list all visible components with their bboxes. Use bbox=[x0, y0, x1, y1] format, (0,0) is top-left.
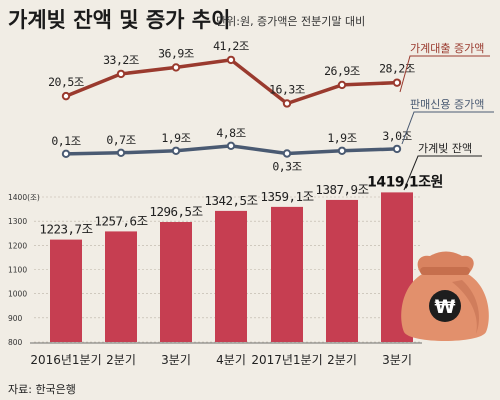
debt-bar-label: 1296,5조 bbox=[149, 204, 202, 219]
credit-increase-point bbox=[116, 148, 126, 158]
credit-increase-point bbox=[337, 146, 347, 155]
y-tick-label: 1400(조) bbox=[8, 193, 40, 202]
credit-increase-label: 0,1조 bbox=[51, 134, 80, 148]
y-tick-label: 1200 bbox=[8, 241, 27, 250]
svg-text:₩: ₩ bbox=[435, 296, 456, 318]
x-tick-label: 2016년1분기 bbox=[30, 353, 101, 367]
x-tick-label: 2분기 bbox=[327, 353, 357, 367]
legend-credit-increase-leader bbox=[401, 111, 494, 145]
loan-increase-label: 16,3조 bbox=[269, 82, 305, 96]
credit-increase-label: 4,8조 bbox=[216, 126, 245, 140]
y-tick-label: 1300 bbox=[8, 217, 27, 226]
debt-bar bbox=[50, 239, 82, 342]
debt-bar bbox=[215, 210, 247, 342]
loan-increase-label: 26,9조 bbox=[324, 64, 360, 78]
debt-bar-label: 1419,1조원 bbox=[367, 174, 443, 190]
x-tick-label: 3분기 bbox=[382, 353, 412, 367]
debt-bar-label: 1359,1조 bbox=[260, 189, 313, 204]
chart-subtitle: 단위:원, 증가액은 전분기말 대비 bbox=[216, 15, 365, 28]
debt-bar bbox=[160, 222, 192, 342]
loan-increase-point bbox=[61, 91, 71, 101]
loan-increase-point bbox=[226, 55, 236, 65]
loan-increase-point bbox=[282, 99, 292, 108]
credit-increase-label: 3,0조 bbox=[382, 129, 411, 143]
loan-increase-label: 36,9조 bbox=[158, 46, 194, 60]
loan-increase-point bbox=[171, 63, 181, 72]
debt-bar bbox=[105, 231, 137, 342]
credit-increase-point bbox=[392, 144, 402, 154]
y-tick-label: 800 bbox=[8, 338, 23, 347]
y-tick-label: 1100 bbox=[8, 266, 27, 275]
y-tick-label: 900 bbox=[8, 314, 23, 323]
legend-household-debt: 가계빚 잔액 bbox=[418, 142, 472, 155]
source-note: 자료: 한국은행 bbox=[8, 383, 76, 396]
bar-chart: 1400(조) 1300 1200 1100 1000 900 800 1223,7조1257… bbox=[8, 174, 443, 367]
credit-increase-point bbox=[282, 149, 292, 158]
loan-increase-label: 41,2조 bbox=[213, 39, 249, 53]
loan-increase-point bbox=[116, 69, 126, 79]
loan-increase-label: 20,5조 bbox=[48, 75, 84, 89]
line-chart: 20,5조 33,2조 36,9조 41,2조 16,3조 26,9조 28,2조 0,1조 0… bbox=[48, 39, 494, 191]
chart-title: 가계빚 잔액 및 증가 추이 bbox=[8, 8, 230, 32]
debt-bar bbox=[326, 199, 358, 342]
loan-increase-label: 28,2조 bbox=[379, 62, 415, 76]
money-bag-won-icon: ₩ bbox=[401, 251, 489, 341]
debt-bar-label: 1342,5조 bbox=[204, 193, 257, 208]
loan-increase-point bbox=[337, 80, 347, 90]
debt-bar-label: 1257,6조 bbox=[94, 213, 147, 228]
x-tick-label: 3분기 bbox=[161, 353, 191, 367]
credit-increase-label: 0,7조 bbox=[106, 133, 135, 147]
loan-increase-label: 33,2조 bbox=[103, 53, 139, 67]
debt-bar bbox=[271, 206, 303, 342]
credit-increase-point bbox=[61, 149, 71, 159]
credit-increase-point bbox=[226, 141, 236, 151]
y-tick-label: 1000 bbox=[8, 290, 27, 299]
loan-increase-point bbox=[392, 78, 402, 87]
x-tick-label: 4분기 bbox=[216, 353, 246, 367]
x-tick-label: 2017년1분기 bbox=[251, 353, 322, 367]
credit-increase-point bbox=[171, 146, 181, 155]
legend-loan-increase: 가계대출 증가액 bbox=[410, 42, 484, 55]
legend-credit-increase: 판매신용 증가액 bbox=[410, 98, 484, 111]
legend-household-debt-leader bbox=[403, 155, 482, 191]
debt-bar-label: 1223,7조 bbox=[39, 222, 92, 237]
credit-increase-label: 1,9조 bbox=[161, 131, 190, 145]
credit-increase-label: 0,3조 bbox=[272, 159, 301, 173]
legend-loan-increase-leader bbox=[399, 55, 490, 93]
debt-bar-label: 1387,9조 bbox=[315, 182, 368, 197]
x-tick-label: 2분기 bbox=[106, 353, 136, 367]
credit-increase-label: 1,9조 bbox=[327, 131, 356, 145]
